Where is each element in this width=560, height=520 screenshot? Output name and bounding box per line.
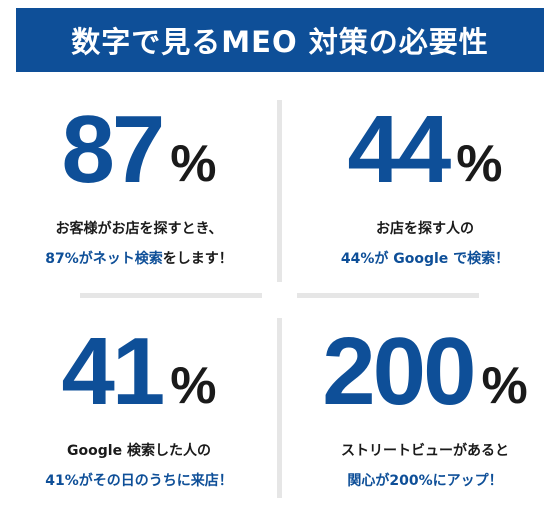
stat-caption-line2: 41%がその日のうちに来店！: [8, 470, 270, 490]
stat-caption-line2: 44%が Google で検索！: [294, 248, 556, 268]
stat-card-41: 41 % Google 検索した人の 41%がその日のうちに来店！: [8, 318, 270, 490]
stat-value: 87 %: [8, 96, 270, 203]
stat-caption-line1: Google 検索した人の: [67, 443, 211, 459]
stat-number: 44: [347, 96, 451, 203]
stat-caption-line1: お店を探す人の: [376, 221, 474, 237]
stat-caption-rest: をします！: [162, 251, 233, 267]
stat-caption-line1: お客様がお店を探すとき、: [55, 221, 223, 237]
page-title: 数字で見るMEO 対策の必要性: [16, 8, 544, 72]
stat-caption-highlight: 41%がその日のうちに来店！: [45, 473, 233, 489]
stat-caption-highlight: 関心が200%にアップ！: [347, 473, 503, 489]
stat-number: 41: [61, 318, 165, 425]
percent-sign: %: [481, 357, 528, 415]
vertical-divider-top: [277, 100, 282, 282]
stat-card-87: 87 % お客様がお店を探すとき、 87%がネット検索をします！: [8, 96, 270, 268]
horizontal-divider-right: [297, 293, 479, 298]
stat-number: 87: [61, 96, 165, 203]
stat-card-44: 44 % お店を探す人の 44%が Google で検索！: [294, 96, 556, 268]
stat-caption-highlight: 87%がネット検索: [45, 251, 163, 267]
stat-caption-highlight: 44%が Google で検索！: [340, 251, 510, 267]
percent-sign: %: [170, 135, 217, 193]
stat-caption-line1: ストリートビューがあると: [341, 443, 509, 459]
stat-caption-line2: 関心が200%にアップ！: [294, 470, 556, 490]
stat-value: 44 %: [294, 96, 556, 203]
percent-sign: %: [170, 357, 217, 415]
stat-value: 41 %: [8, 318, 270, 425]
stat-number: 200: [322, 318, 476, 425]
stat-value: 200 %: [294, 318, 556, 425]
stat-caption-line2: 87%がネット検索をします！: [8, 248, 270, 268]
vertical-divider-bottom: [277, 318, 282, 498]
stat-card-200: 200 % ストリートビューがあると 関心が200%にアップ！: [294, 318, 556, 490]
percent-sign: %: [456, 135, 503, 193]
horizontal-divider-left: [80, 293, 262, 298]
